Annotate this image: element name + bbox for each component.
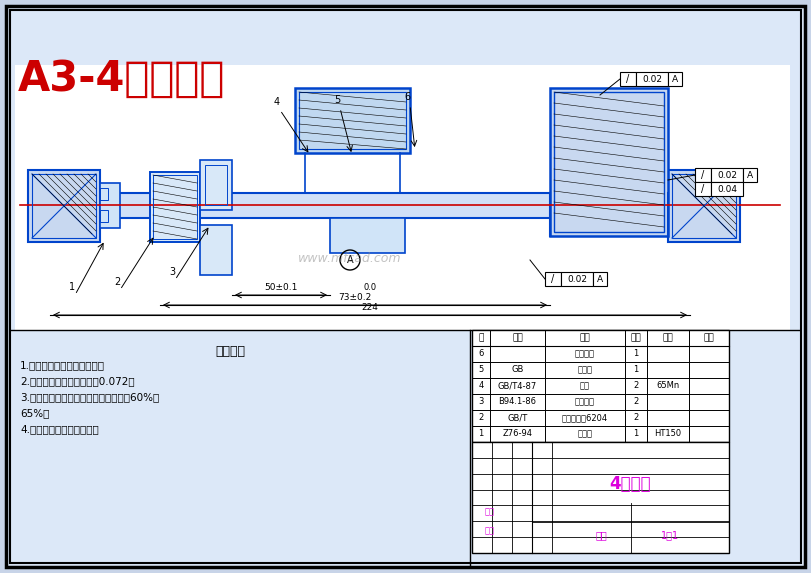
Text: 1：1: 1：1 bbox=[661, 530, 679, 540]
Text: 2.要求最小极限法向侧隙为0.072；: 2.要求最小极限法向侧隙为0.072； bbox=[20, 376, 135, 386]
Bar bbox=[150, 172, 200, 242]
Text: 3.在齿长和齿高方向接触斑点不得小于60%和: 3.在齿长和齿高方向接触斑点不得小于60%和 bbox=[20, 392, 159, 402]
Text: /: / bbox=[551, 274, 555, 284]
Text: 0.02: 0.02 bbox=[567, 274, 587, 284]
Text: 1: 1 bbox=[633, 430, 638, 438]
Text: 65Mn: 65Mn bbox=[656, 382, 680, 391]
Bar bbox=[330, 218, 405, 253]
Text: 2: 2 bbox=[633, 414, 638, 422]
Bar bbox=[205, 165, 227, 205]
Text: A: A bbox=[597, 274, 603, 284]
Bar bbox=[695, 182, 711, 196]
Text: 材料: 材料 bbox=[663, 333, 673, 343]
Text: 0.02: 0.02 bbox=[717, 171, 737, 179]
Bar bbox=[200, 160, 232, 210]
Text: 50±0.1: 50±0.1 bbox=[264, 283, 298, 292]
Bar bbox=[561, 272, 593, 286]
Text: 3: 3 bbox=[478, 398, 483, 406]
Text: GB: GB bbox=[511, 366, 524, 375]
Text: 深沟球轴承6204: 深沟球轴承6204 bbox=[562, 414, 608, 422]
Text: 序: 序 bbox=[478, 333, 483, 343]
Text: www.mfcad.com: www.mfcad.com bbox=[298, 252, 401, 265]
Bar bbox=[711, 168, 743, 182]
Bar bbox=[554, 92, 664, 232]
Text: GB/T: GB/T bbox=[508, 414, 528, 422]
Text: HT150: HT150 bbox=[654, 430, 681, 438]
Text: 2: 2 bbox=[633, 382, 638, 391]
Text: 4.装成后进行空负载试验。: 4.装成后进行空负载试验。 bbox=[20, 424, 99, 434]
Text: 审核: 审核 bbox=[485, 526, 495, 535]
Text: A3-4轴装配图: A3-4轴装配图 bbox=[18, 58, 225, 100]
Text: 花键轴: 花键轴 bbox=[577, 366, 593, 375]
Text: 4: 4 bbox=[478, 382, 483, 391]
Text: 2: 2 bbox=[633, 398, 638, 406]
Bar bbox=[100, 193, 670, 218]
Bar bbox=[295, 88, 410, 153]
Text: 65%；: 65%； bbox=[20, 408, 49, 418]
Text: 3: 3 bbox=[169, 267, 175, 277]
Text: 6: 6 bbox=[478, 350, 483, 359]
Bar bbox=[711, 182, 743, 196]
Bar bbox=[28, 170, 100, 242]
Text: 轴承盖: 轴承盖 bbox=[577, 430, 593, 438]
Bar bbox=[668, 170, 740, 242]
Text: 5: 5 bbox=[478, 366, 483, 375]
Text: 名称: 名称 bbox=[580, 333, 590, 343]
Text: 1: 1 bbox=[633, 366, 638, 375]
Text: 固定齿轮: 固定齿轮 bbox=[575, 398, 595, 406]
Bar bbox=[15, 65, 790, 330]
Text: 2: 2 bbox=[478, 414, 483, 422]
Text: 4轴装配: 4轴装配 bbox=[610, 475, 651, 493]
Text: 1: 1 bbox=[69, 282, 75, 292]
Text: 比例: 比例 bbox=[595, 530, 607, 540]
Bar bbox=[545, 272, 561, 286]
Bar bbox=[200, 225, 232, 275]
Bar bbox=[100, 183, 120, 228]
Bar bbox=[32, 174, 96, 238]
Text: A: A bbox=[346, 255, 354, 265]
Bar bbox=[472, 442, 729, 553]
Text: 1: 1 bbox=[633, 350, 638, 359]
Bar bbox=[100, 210, 108, 222]
Bar bbox=[620, 72, 636, 86]
Text: 0.0: 0.0 bbox=[363, 283, 376, 292]
Text: B94.1-86: B94.1-86 bbox=[499, 398, 537, 406]
Bar bbox=[695, 168, 711, 182]
Text: 代号: 代号 bbox=[512, 333, 523, 343]
Bar bbox=[100, 188, 108, 200]
Text: 数量: 数量 bbox=[631, 333, 642, 343]
Text: 备注: 备注 bbox=[704, 333, 714, 343]
Text: /: / bbox=[702, 170, 705, 180]
Text: 4: 4 bbox=[274, 97, 280, 107]
Text: Z76-94: Z76-94 bbox=[503, 430, 533, 438]
Text: GB/T4-87: GB/T4-87 bbox=[498, 382, 537, 391]
Bar bbox=[550, 88, 668, 236]
Bar bbox=[636, 72, 668, 86]
Text: 设计: 设计 bbox=[485, 508, 495, 516]
Text: 技术要求: 技术要求 bbox=[215, 345, 245, 358]
Text: A: A bbox=[747, 171, 753, 179]
Bar bbox=[153, 175, 197, 239]
Bar bbox=[299, 92, 406, 149]
Text: 1: 1 bbox=[478, 430, 483, 438]
Text: 224: 224 bbox=[362, 303, 379, 312]
Text: 2: 2 bbox=[114, 277, 120, 287]
Text: 6: 6 bbox=[404, 92, 410, 102]
Bar bbox=[472, 330, 729, 442]
Text: 5: 5 bbox=[334, 95, 340, 105]
Text: /: / bbox=[702, 184, 705, 194]
Text: 挡圈: 挡圈 bbox=[580, 382, 590, 391]
Text: 0.04: 0.04 bbox=[717, 185, 737, 194]
Text: 73±0.2: 73±0.2 bbox=[338, 293, 371, 302]
Text: 0.02: 0.02 bbox=[642, 74, 662, 84]
Text: A: A bbox=[672, 74, 678, 84]
Bar bbox=[743, 168, 757, 182]
Text: 1.装配前所有零件进行清洗；: 1.装配前所有零件进行清洗； bbox=[20, 360, 105, 370]
Bar bbox=[593, 272, 607, 286]
Bar bbox=[672, 174, 736, 238]
Text: 滑移齿轮: 滑移齿轮 bbox=[575, 350, 595, 359]
Bar bbox=[668, 72, 682, 86]
Text: /: / bbox=[626, 74, 629, 84]
